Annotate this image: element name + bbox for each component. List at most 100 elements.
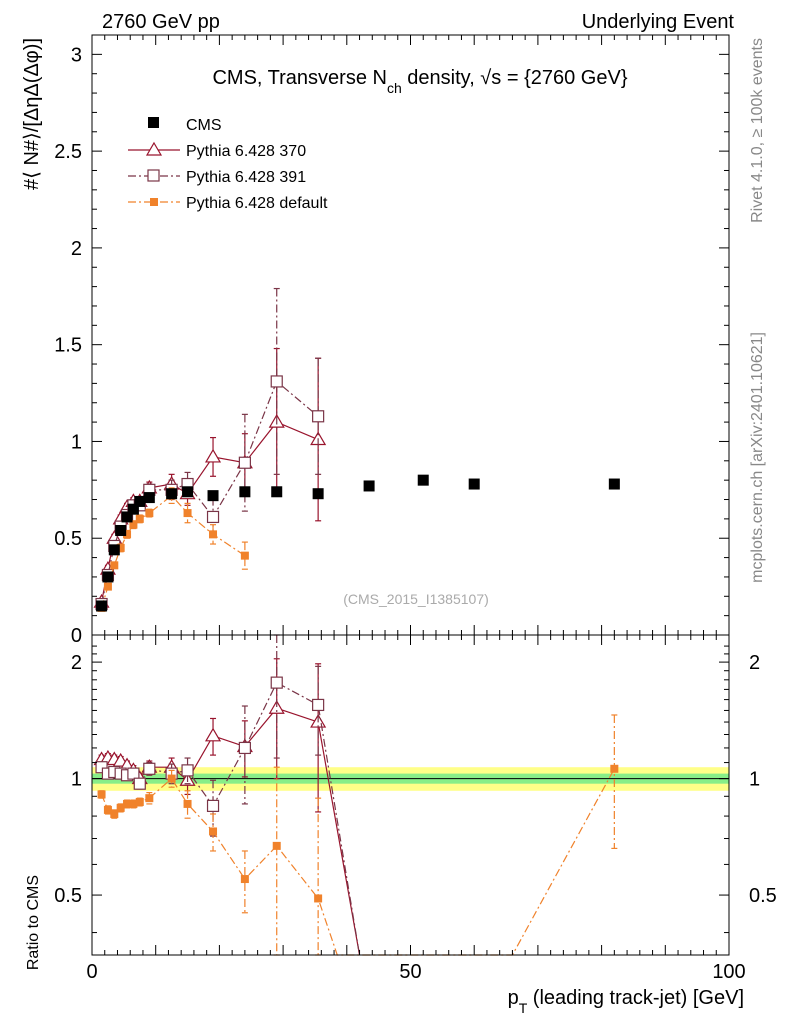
main-point [108,544,120,556]
main-point [121,511,133,523]
ratio-point [143,762,156,775]
main-point [238,456,251,469]
legend: CMS Pythia 6.428 370 Pythia 6.428 391 Py… [128,117,328,212]
main-point [312,488,324,500]
main-point [166,488,178,500]
main-point [102,571,114,583]
ratio-point [110,809,119,818]
main-point [96,600,108,612]
legend-entry-370: Pythia 6.428 370 [128,141,306,160]
main-series-cms [96,474,620,612]
ratio-y-tick-label-right: 1 [749,769,760,791]
ratio-point [610,764,619,773]
main-y-tick-label: 2 [71,238,82,260]
main-point [145,509,154,518]
main-series-pythia-6-428-370 [93,347,327,608]
ratio-series-pythia-6-428-default [97,714,619,956]
main-y-tick-label: 1.5 [54,335,82,357]
ratio-y-axis-label: Ratio to CMS [25,875,42,970]
main-plot-title: CMS, Transverse Nch density, √s = {2760 … [212,67,627,96]
rivet-label: Rivet 4.1.0, ≥ 100k events [749,38,766,223]
ratio-y-tick-label-right: 0.5 [749,885,777,907]
main-y-tick-labels: 0 0.5 1 1.5 2 2.5 3 [54,44,82,647]
ratio-series-pythia-6-428-391 [95,634,361,956]
ratio-axis-ticks [91,635,730,955]
mcplots-label: mcplots.cern.ch [arXiv:2401.10621] [749,332,766,583]
main-point [116,543,125,552]
ratio-point [312,698,325,712]
legend-entry-cms: CMS [148,117,222,134]
x-tick-label: 0 [86,961,97,983]
main-point [143,492,155,504]
x-tick-labels: 0 50 100 [86,961,745,983]
ratio-point [268,700,285,714]
legend-label-370: Pythia 6.428 370 [186,143,306,160]
main-series-layer [93,287,620,612]
ratio-point [240,875,249,884]
legend-label-cms: CMS [186,117,222,134]
ratio-point [135,797,144,806]
ratio-point [103,805,112,814]
x-tick-label: 100 [712,961,745,983]
main-point [270,375,283,388]
main-point [468,478,480,490]
x-axis-label: pT (leading track-jet) [GeV] [508,987,744,1016]
ratio-point [97,790,106,799]
ratio-point [127,767,140,780]
main-series-pythia-6-428-default [97,487,249,612]
legend-entry-default: Pythia 6.428 default [128,195,328,212]
ratio-series-layer [93,634,619,956]
ratio-y-tick-label: 1 [71,769,82,791]
main-point [135,514,144,523]
ratio-point [145,794,154,803]
ratio-point [270,676,283,689]
main-y-axis-label: #⟨ N#⟩/[ΔηΔ(Δφ)] [21,38,43,190]
ratio-point [206,799,220,812]
main-point [240,551,249,560]
main-point [123,530,132,539]
main-line [100,494,246,609]
main-point [134,495,146,507]
main-point [417,474,429,486]
ratio-y-tick-labels: 0.5 0.5 1 1 2 2 [54,652,777,907]
ratio-point [123,799,132,808]
main-point [110,561,119,570]
ratio-point [209,827,218,836]
main-point [206,510,220,524]
x-tick-label: 50 [399,961,421,983]
main-y-tick-label: 2.5 [54,141,82,163]
ratio-line [101,681,361,956]
legend-label-default: Pythia 6.428 default [186,195,328,212]
ratio-point [238,741,251,755]
main-point [182,486,194,498]
main-point [103,582,112,591]
main-point [207,490,219,502]
ratio-y-tick-label-right: 2 [749,652,760,674]
main-point [239,486,251,498]
ratio-point [314,894,323,903]
main-point [363,480,375,492]
main-point [271,486,283,498]
ratio-y-tick-label: 0.5 [54,885,82,907]
ratio-point [95,761,108,774]
header-right: Underlying Event [582,11,735,33]
main-y-tick-label: 0 [71,625,82,647]
main-point [209,530,218,539]
ratio-point [116,803,125,812]
ratio-point [133,777,146,790]
main-point [127,503,139,515]
main-point [204,448,222,463]
main-point [115,524,127,536]
ratio-point [167,774,176,783]
ratio-point [129,799,138,808]
watermark-label: (CMS_2015_I1385107) [343,591,489,607]
ratio-panel: 0.5 0.5 1 1 2 2 0 50 100 Ratio to CMS pT (leadi… [25,634,777,1016]
main-point [312,410,325,423]
legend-label-391: Pythia 6.428 391 [186,169,306,186]
main-point [129,520,138,529]
ratio-point [204,727,222,742]
ratio-line [101,768,615,956]
header-left: 2760 GeV pp [102,11,220,33]
ratio-y-tick-label: 2 [71,652,82,674]
